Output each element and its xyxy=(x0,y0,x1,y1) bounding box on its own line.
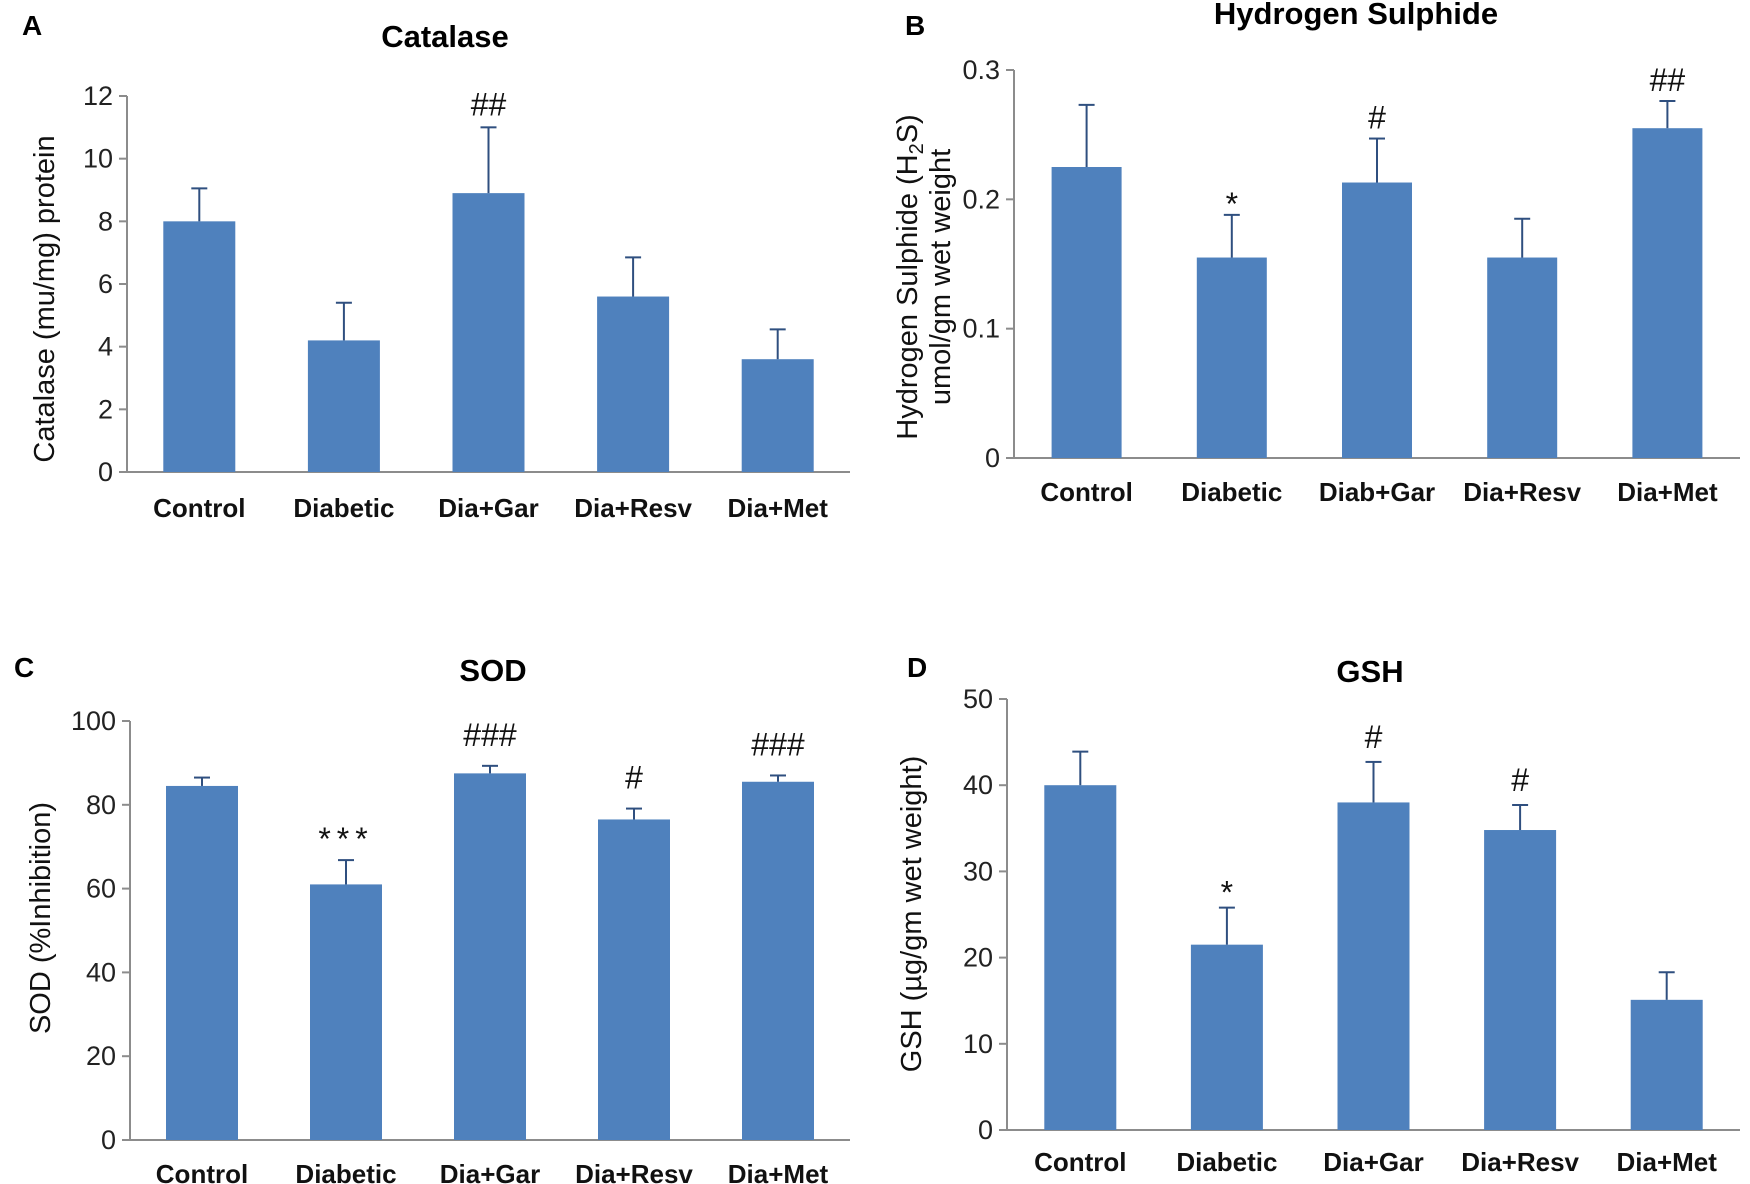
y-tick-label: 2 xyxy=(98,394,113,424)
panel-gsh: D GSH GSH (µg/gm wet weight) 0 10 20 30 40 50… xyxy=(896,652,1740,1177)
y-tick-label: 10 xyxy=(83,144,113,174)
plot-area-hydrogen-sulphide: 0 0.1 0.2 0.3 Control Diabetic * Diab+Gar # Dia+R… xyxy=(962,55,1740,507)
x-tick-label: Dia+Met xyxy=(727,493,828,523)
plot-area-gsh: 0 10 20 30 40 50 Control Diabetic * Dia+Gar # Dia+R… xyxy=(963,684,1740,1177)
bar xyxy=(1044,785,1117,1130)
significance-label: *** xyxy=(318,821,373,857)
significance-label: # xyxy=(625,760,643,796)
y-axis-label-hydrogen-sulphide: Hydrogen Sulphide (H2S) xyxy=(892,114,928,439)
significance-label: # xyxy=(1365,719,1383,755)
panel-sod: C SOD SOD (%Inhibition) 0 20 40 60 80 100 Cont… xyxy=(14,652,850,1184)
bar xyxy=(307,340,380,472)
x-tick-label: Diabetic xyxy=(1181,477,1282,507)
y-axis-label-part-2: S) xyxy=(892,114,924,143)
y-tick-label: 40 xyxy=(86,957,116,987)
x-tick-label: Control xyxy=(1034,1147,1126,1177)
bar xyxy=(1190,944,1263,1130)
y-tick-label: 4 xyxy=(98,332,113,362)
x-tick-label: Dia+Met xyxy=(1617,477,1718,507)
bar xyxy=(1484,830,1557,1130)
bar xyxy=(598,819,670,1140)
x-tick-label: Dia+Resv xyxy=(574,493,692,523)
significance-label: * xyxy=(1226,186,1238,222)
x-tick-label: Diabetic xyxy=(1176,1147,1277,1177)
y-tick-label: 0 xyxy=(985,443,1000,473)
y-axis-label-units-hydrogen-sulphide: umol/gm wet weight xyxy=(925,149,957,405)
y-tick-label: 20 xyxy=(963,943,993,973)
y-tick-label: 0.2 xyxy=(962,184,1000,214)
chart-title-gsh: GSH xyxy=(1336,654,1403,689)
bar xyxy=(166,785,238,1140)
y-tick-label: 6 xyxy=(98,269,113,299)
bar xyxy=(163,221,236,472)
plot-area-catalase: 0 2 4 6 8 10 12 Control Diabetic Dia+Gar ## Dia+Res… xyxy=(83,81,850,523)
x-tick-label: Diabetic xyxy=(293,493,394,523)
y-tick-label: 80 xyxy=(86,790,116,820)
x-tick-label: Dia+Gar xyxy=(1323,1147,1423,1177)
y-tick-label: 50 xyxy=(963,684,993,714)
significance-label: ### xyxy=(751,726,805,762)
y-axis-label-catalase: Catalase (mu/mg) protein xyxy=(29,135,61,462)
y-tick-label: 0 xyxy=(978,1115,993,1145)
y-tick-label: 0 xyxy=(101,1125,116,1155)
significance-label: ## xyxy=(471,86,507,122)
x-tick-label: Control xyxy=(156,1159,248,1184)
bar xyxy=(1337,802,1410,1130)
bar xyxy=(1196,257,1267,458)
y-tick-label: 20 xyxy=(86,1041,116,1071)
significance-label: # xyxy=(1511,762,1529,798)
y-tick-label: 0 xyxy=(98,457,113,487)
significance-label: * xyxy=(1221,875,1233,911)
x-tick-label: Dia+Resv xyxy=(1461,1147,1579,1177)
x-tick-label: Dia+Met xyxy=(1616,1147,1717,1177)
bar xyxy=(310,884,382,1140)
y-tick-label: 40 xyxy=(963,770,993,800)
panel-letter-b: B xyxy=(905,10,925,41)
panel-letter-c: C xyxy=(14,652,34,683)
bar xyxy=(1487,257,1558,458)
significance-label: # xyxy=(1368,100,1386,136)
y-tick-label: 10 xyxy=(963,1029,993,1059)
x-tick-label: Dia+Gar xyxy=(440,1159,540,1184)
chart-title-hydrogen-sulphide: Hydrogen Sulphide xyxy=(1214,0,1498,31)
y-tick-label: 0.3 xyxy=(962,55,1000,85)
chart-title-sod: SOD xyxy=(459,653,526,688)
y-tick-label: 100 xyxy=(71,706,116,736)
y-axis-label-sod: SOD (%Inhibition) xyxy=(25,802,57,1034)
bar xyxy=(741,359,814,472)
y-tick-label: 30 xyxy=(963,856,993,886)
x-tick-label: Dia+Resv xyxy=(575,1159,693,1184)
x-tick-label: Dia+Resv xyxy=(1463,477,1581,507)
x-tick-label: Diab+Gar xyxy=(1319,477,1435,507)
chart-title-catalase: Catalase xyxy=(381,19,509,54)
bar xyxy=(452,193,525,472)
significance-label: ### xyxy=(463,717,517,753)
x-tick-label: Dia+Met xyxy=(728,1159,829,1184)
y-tick-label: 12 xyxy=(83,81,113,111)
bar xyxy=(1632,128,1703,458)
y-tick-label: 0.1 xyxy=(962,314,1000,344)
bar xyxy=(1342,182,1412,458)
x-tick-label: Diabetic xyxy=(295,1159,396,1184)
panel-letter-a: A xyxy=(22,10,42,41)
y-tick-label: 8 xyxy=(98,206,113,236)
bar xyxy=(1630,999,1703,1130)
significance-label: ## xyxy=(1650,62,1686,98)
panel-catalase: A Catalase Catalase (mu/mg) protein 0 2 4 6… xyxy=(22,10,850,523)
x-tick-label: Control xyxy=(1040,477,1132,507)
bar xyxy=(742,781,814,1140)
y-tick-label: 60 xyxy=(86,874,116,904)
bar xyxy=(597,296,670,472)
x-tick-label: Control xyxy=(153,493,245,523)
y-axis-label-part-1: Hydrogen Sulphide (H xyxy=(892,154,924,439)
y-axis-label-gsh: GSH (µg/gm wet weight) xyxy=(896,756,928,1072)
bar xyxy=(454,773,526,1140)
bar xyxy=(1051,167,1122,458)
x-tick-label: Dia+Gar xyxy=(438,493,538,523)
y-axis-label-subscript: 2 xyxy=(906,143,928,154)
panel-letter-d: D xyxy=(907,652,927,683)
panel-hydrogen-sulphide: B Hydrogen Sulphide Hydrogen Sulphide (H… xyxy=(892,0,1740,507)
